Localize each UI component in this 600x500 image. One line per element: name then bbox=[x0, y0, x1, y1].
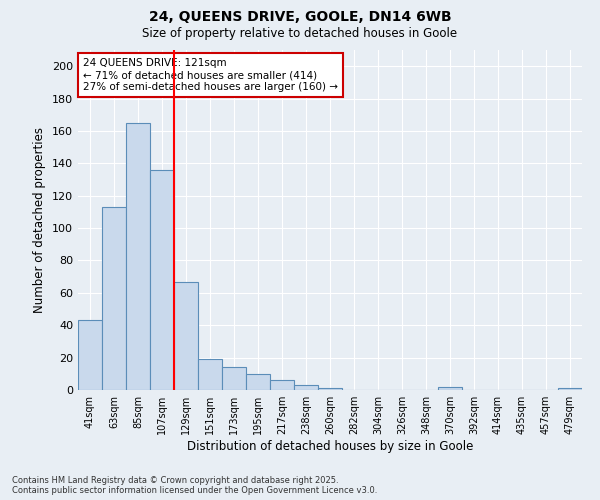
Bar bbox=[174, 282, 198, 390]
Bar bbox=[78, 320, 102, 390]
Bar bbox=[294, 385, 318, 390]
Bar bbox=[318, 388, 342, 390]
Bar bbox=[150, 170, 174, 390]
Text: 24 QUEENS DRIVE: 121sqm
← 71% of detached houses are smaller (414)
27% of semi-d: 24 QUEENS DRIVE: 121sqm ← 71% of detache… bbox=[83, 58, 338, 92]
Bar bbox=[438, 387, 462, 390]
Bar bbox=[126, 123, 150, 390]
Text: 24, QUEENS DRIVE, GOOLE, DN14 6WB: 24, QUEENS DRIVE, GOOLE, DN14 6WB bbox=[149, 10, 451, 24]
Bar bbox=[102, 207, 126, 390]
Bar bbox=[270, 380, 294, 390]
Text: Contains HM Land Registry data © Crown copyright and database right 2025.
Contai: Contains HM Land Registry data © Crown c… bbox=[12, 476, 377, 495]
Bar bbox=[198, 359, 222, 390]
Y-axis label: Number of detached properties: Number of detached properties bbox=[34, 127, 46, 313]
X-axis label: Distribution of detached houses by size in Goole: Distribution of detached houses by size … bbox=[187, 440, 473, 453]
Bar bbox=[222, 368, 246, 390]
Bar bbox=[246, 374, 270, 390]
Text: Size of property relative to detached houses in Goole: Size of property relative to detached ho… bbox=[142, 28, 458, 40]
Bar bbox=[558, 388, 582, 390]
